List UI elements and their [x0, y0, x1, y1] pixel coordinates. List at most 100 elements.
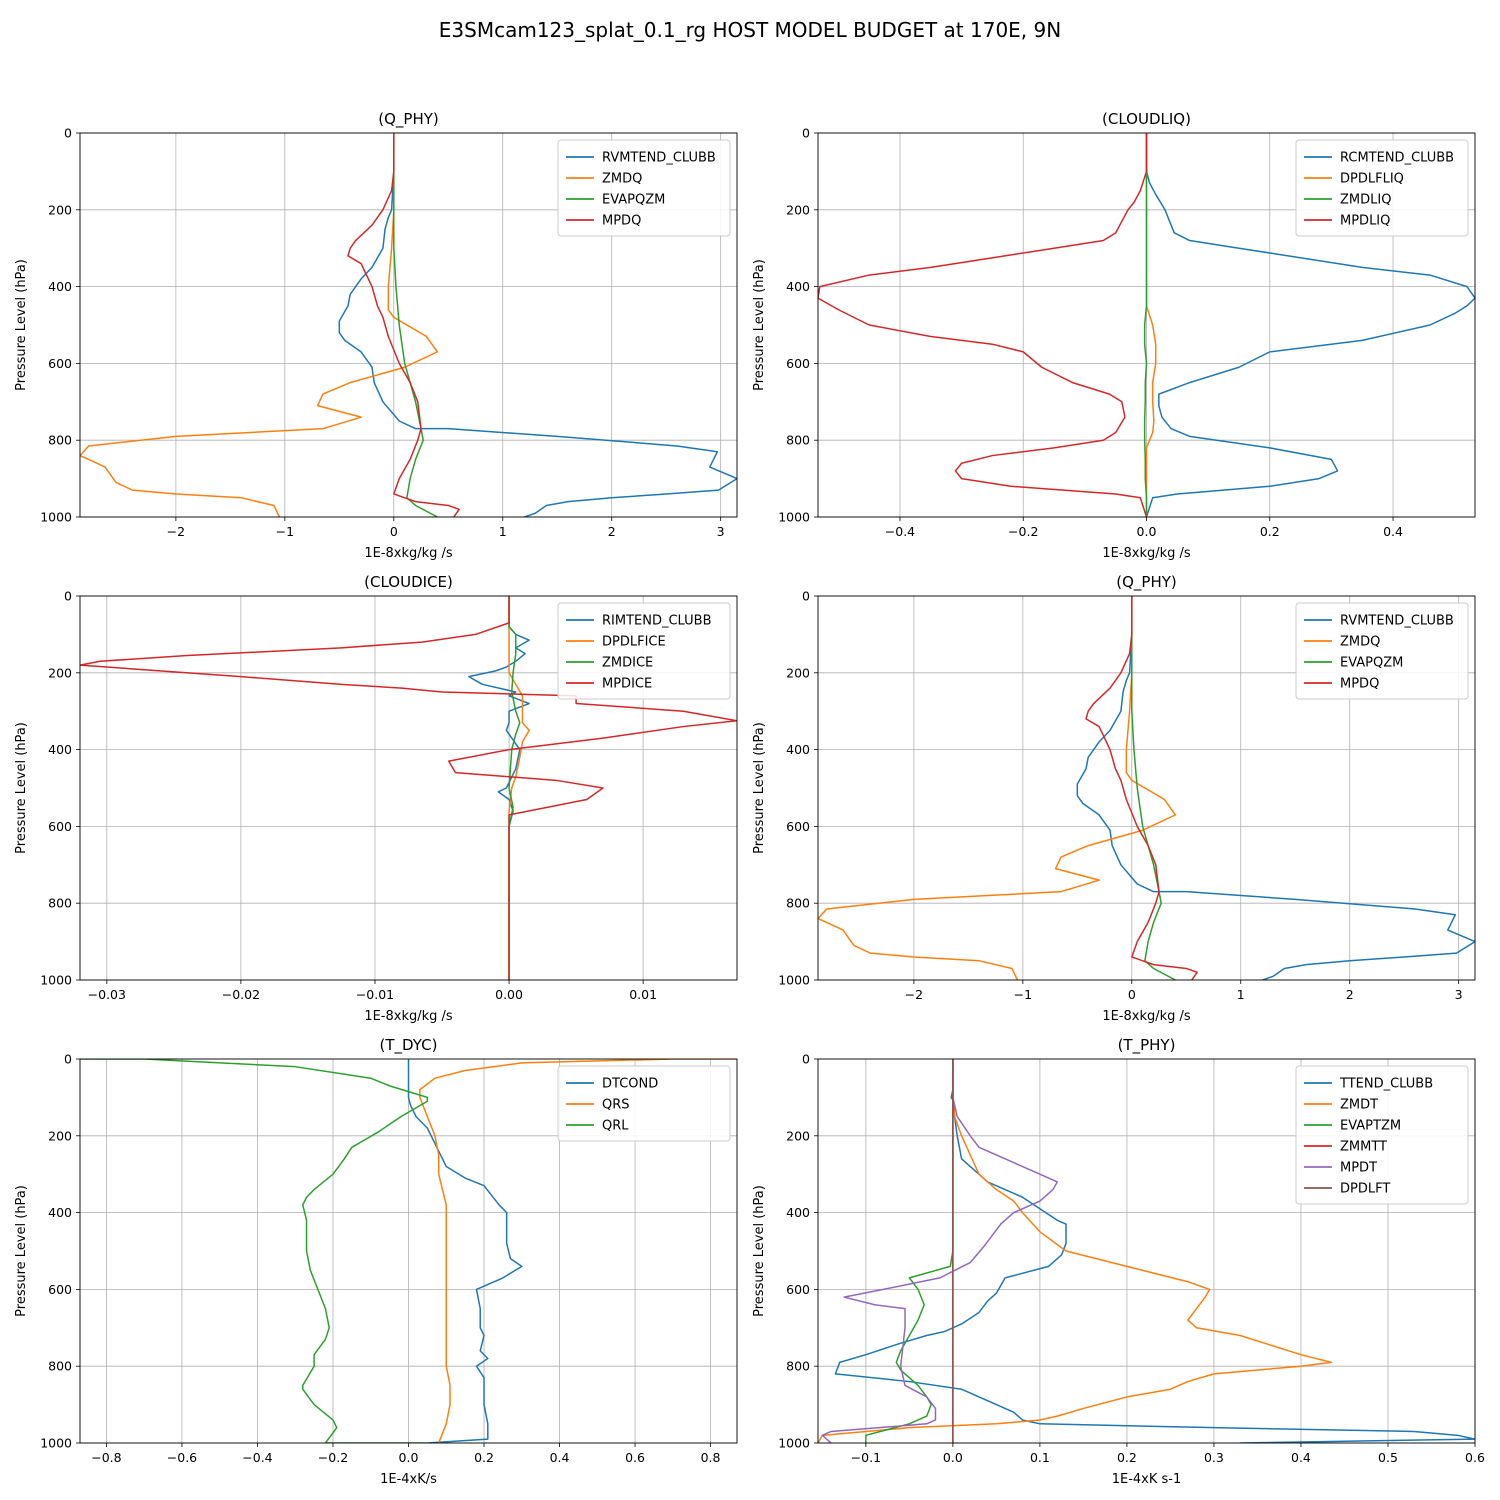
chart3-y-tick-label-4: 800 [48, 896, 72, 911]
chart3-y-tick-label-0: 0 [64, 589, 72, 604]
chart1-legend-box [557, 139, 731, 237]
chart3-series-mpdice [80, 596, 737, 980]
chart2-y-tick-label-5: 1000 [778, 510, 810, 525]
chart6-legend: TTEND_CLUBB ZMDT EVAPTZM ZMMTT MPDT DPDLFT [1295, 1065, 1469, 1205]
chart1-y-tick-label-0: 0 [64, 126, 72, 141]
chart1-x-tick-label-0: −2 [167, 524, 185, 539]
chart3-x-tick-label-4: 0.01 [629, 987, 657, 1002]
chart3-series-rimtend-clubb [468, 596, 530, 980]
chart1-y-tick-label-1: 200 [48, 202, 72, 217]
chart4-legend: RVMTEND_CLUBB ZMDQ EVAPQZM MPDQ [1295, 602, 1469, 700]
chart5-x-tick-label-5: 0.2 [474, 1450, 494, 1465]
chart2-x-tick-label-0: −0.4 [885, 524, 915, 539]
chart6-series-evaptzm [865, 1059, 954, 1443]
chart1-axes-frame [79, 132, 738, 518]
chart6-legend-label-mpdt: MPDT [1340, 1161, 1377, 1176]
chart4-y-tick-label-0: 0 [802, 589, 810, 604]
chart4-series-mpdq [1085, 596, 1198, 980]
chart4-y-axis-label: Pressure Level (hPa) [752, 722, 767, 854]
chart3-y-axis-label: Pressure Level (hPa) [14, 722, 29, 854]
chart2-legend: RCMTEND_CLUBB DPDLFLIQ ZMDLIQ MPDLIQ [1295, 139, 1469, 237]
chart2-legend-label-dpdlfliq: DPDLFLIQ [1340, 172, 1404, 187]
chart3-x-tick-label-3: 0.00 [495, 987, 523, 1002]
chart4-x-tick-label-2: 0 [1128, 987, 1136, 1002]
chart2-legend-label-rcmtend-clubb: RCMTEND_CLUBB [1340, 151, 1454, 166]
chart5-x-tick-label-3: −0.2 [318, 1450, 348, 1465]
chart3-legend-label-rimtend-clubb: RIMTEND_CLUBB [602, 614, 712, 629]
chart4-axes-frame [817, 595, 1476, 981]
chart-5: −0.8 −0.6 −0.4 −0.2 0.0 0.2 0.4 0.6 0.8 0 200 400 60… [14, 1036, 738, 1487]
chart1-series-rvmtend-clubb [338, 133, 737, 517]
chart6-series-ttend-clubb [834, 1059, 1475, 1443]
chart3-legend-label-dpdlfice: DPDLFICE [602, 635, 666, 650]
chart6-y-tick-label-2: 400 [786, 1205, 810, 1220]
chart2-y-axis-label: Pressure Level (hPa) [752, 259, 767, 391]
chart1-x-tick-label-2: 0 [390, 524, 398, 539]
chart2-series-zmdliq [1143, 133, 1148, 517]
chart3-x-tick-label-0: −0.03 [88, 987, 126, 1002]
chart3-legend-label-zmdice: ZMDICE [602, 656, 653, 671]
chart4-x-tick-label-1: −1 [1014, 987, 1032, 1002]
chart-6: −0.1 0.0 0.1 0.2 0.3 0.4 0.5 0.6 0 200 400 600 800 10… [752, 1036, 1485, 1487]
chart-1: −2 −1 0 1 2 3 0 200 400 600 800 1000 (Q_PHY) 1E-8xkg/… [14, 110, 738, 561]
chart4-x-tick-label-0: −2 [905, 987, 923, 1002]
chart1-legend-label-zmdq: ZMDQ [602, 172, 642, 187]
chart3-x-tick-label-2: −0.01 [356, 987, 394, 1002]
chart6-x-tick-label-7: 0.6 [1465, 1450, 1485, 1465]
chart2-x-tick-label-2: 0.0 [1137, 524, 1157, 539]
chart1-y-tick-label-5: 1000 [40, 510, 72, 525]
chart4-series-zmdq [818, 596, 1177, 980]
chart1-series-group [80, 133, 737, 517]
chart2-title: (CLOUDLIQ) [1102, 110, 1191, 128]
chart6-y-axis-label: Pressure Level (hPa) [752, 1185, 767, 1317]
chart-4: −2 −1 0 1 2 3 0 200 400 600 800 1000 (Q_PHY) 1E-8xkg/… [752, 573, 1476, 1024]
chart4-series-rvmtend-clubb [1076, 596, 1475, 980]
chart1-x-tick-label-3: 1 [499, 524, 507, 539]
chart1-x-axis-label: 1E-8xkg/kg /s [364, 546, 453, 561]
chart1-legend: RVMTEND_CLUBB ZMDQ EVAPQZM MPDQ [557, 139, 731, 237]
chart5-y-axis-label: Pressure Level (hPa) [14, 1185, 29, 1317]
chart6-legend-label-zmmtt: ZMMTT [1340, 1140, 1387, 1155]
chart1-series-zmdq [80, 133, 439, 517]
chart3-x-tick-label-1: −0.02 [222, 987, 260, 1002]
chart2-series-mpdliq [818, 133, 1148, 517]
chart5-y-tick-label-3: 600 [48, 1282, 72, 1297]
chart1-series-mpdq [347, 133, 460, 517]
chart4-x-axis-label: 1E-8xkg/kg /s [1102, 1009, 1191, 1024]
chart2-y-tick-label-4: 800 [786, 433, 810, 448]
chart2-y-tick-label-3: 600 [786, 356, 810, 371]
chart4-y-tick-label-1: 200 [786, 665, 810, 680]
chart3-legend: RIMTEND_CLUBB DPDLFICE ZMDICE MPDICE [557, 602, 731, 700]
chart6-legend-label-evaptzm: EVAPTZM [1340, 1119, 1401, 1134]
chart2-legend-label-mpdliq: MPDLIQ [1340, 214, 1390, 229]
chart-2: −0.4 −0.2 0.0 0.2 0.4 0 200 400 600 800 1000 (CLOUD… [752, 110, 1476, 561]
chart3-title: (CLOUDICE) [364, 573, 453, 591]
chart1-x-tick-label-4: 2 [608, 524, 616, 539]
chart6-y-tick-label-1: 200 [786, 1128, 810, 1143]
chart1-legend-label-rvmtend-clubb: RVMTEND_CLUBB [602, 151, 716, 166]
chart5-x-tick-label-7: 0.6 [625, 1450, 645, 1465]
chart3-y-tick-label-5: 1000 [40, 973, 72, 988]
chart2-x-tick-label-1: −0.2 [1008, 524, 1038, 539]
chart5-y-tick-label-1: 200 [48, 1128, 72, 1143]
chart6-x-tick-label-3: 0.2 [1117, 1450, 1137, 1465]
subplot-grid: −2 −1 0 1 2 302004006008001000(Q_PHY)1E-8xkg/… [14, 110, 1485, 1487]
chart4-y-tick-label-2: 400 [786, 742, 810, 757]
chart6-y-tick-label-4: 800 [786, 1359, 810, 1374]
chart5-x-axis-label: 1E-4xK/s [380, 1472, 437, 1487]
chart4-x-tick-label-3: 1 [1237, 987, 1245, 1002]
chart5-y-tick-label-5: 1000 [40, 1436, 72, 1451]
chart5-x-tick-label-8: 0.8 [701, 1450, 721, 1465]
chart4-series-evapqzm [1131, 596, 1176, 980]
chart6-x-tick-label-6: 0.5 [1378, 1450, 1398, 1465]
chart6-x-tick-label-4: 0.3 [1204, 1450, 1224, 1465]
chart6-x-tick-label-2: 0.1 [1030, 1450, 1050, 1465]
figure-title: E3SMcam123_splat_0.1_rg HOST MODEL BUDGE… [439, 18, 1061, 42]
chart2-legend-label-zmdliq: ZMDLIQ [1340, 193, 1391, 208]
chart2-y-tick-label-2: 400 [786, 279, 810, 294]
chart6-x-tick-label-1: 0.0 [943, 1450, 963, 1465]
chart1-y-axis-label: Pressure Level (hPa) [14, 259, 29, 391]
chart1-y-tick-label-3: 600 [48, 356, 72, 371]
chart1-legend-label-mpdq: MPDQ [602, 214, 641, 229]
chart2-series-rcmtend-clubb [1145, 133, 1475, 517]
